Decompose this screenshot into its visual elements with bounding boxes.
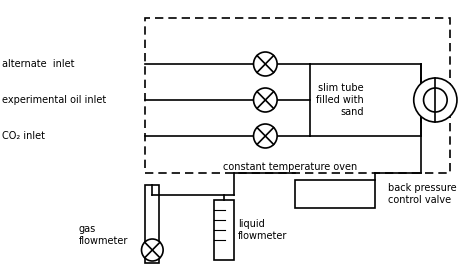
Bar — [145, 18, 450, 173]
Bar — [295, 180, 376, 208]
Text: experimental oil inlet: experimental oil inlet — [2, 95, 106, 105]
Circle shape — [141, 239, 163, 261]
Circle shape — [254, 52, 277, 76]
Text: alternate  inlet: alternate inlet — [2, 59, 74, 69]
Text: CO₂ inlet: CO₂ inlet — [2, 131, 45, 141]
Text: gas
flowmeter: gas flowmeter — [79, 224, 128, 246]
Circle shape — [254, 88, 277, 112]
Text: constant temperature oven: constant temperature oven — [223, 162, 357, 172]
Text: slim tube
filled with
sand: slim tube filled with sand — [316, 84, 364, 117]
Circle shape — [254, 124, 277, 148]
Bar — [145, 185, 159, 263]
Text: liquid
flowmeter: liquid flowmeter — [238, 219, 287, 241]
Circle shape — [414, 78, 457, 122]
Bar — [214, 200, 234, 260]
Circle shape — [423, 88, 447, 112]
Text: back pressure
control valve: back pressure control valve — [388, 183, 457, 205]
